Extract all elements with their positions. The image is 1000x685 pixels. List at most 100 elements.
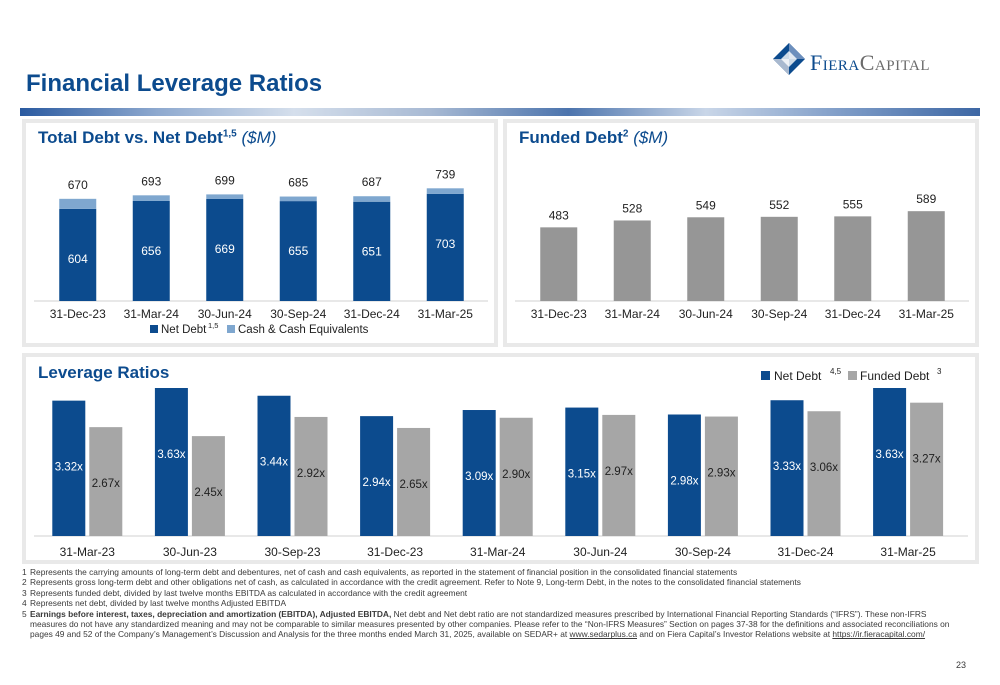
footnote-1: 1 Represents the carrying amounts of long… — [22, 567, 952, 577]
total-value-label: 693 — [141, 174, 161, 188]
footnote-number: 2 — [22, 577, 27, 588]
funded-debt-ratio-label: 2.97x — [605, 466, 633, 478]
total-value-label: 687 — [362, 175, 382, 189]
funded-debt-value-label: 483 — [549, 208, 569, 222]
net-debt-ratio-label: 3.63x — [157, 449, 185, 461]
footnote-text: Net debt and Net debt ratio are not stan… — [30, 608, 950, 640]
x-tick-label: 30-Jun-24 — [679, 307, 733, 321]
cash-bar — [132, 195, 170, 201]
funded-debt-ratio-bar — [910, 402, 944, 536]
funded-debt-ratio-label: 2.67x — [92, 478, 120, 490]
sedar-link[interactable]: www.sedarplus.ca — [569, 629, 638, 640]
funded-debt-title-unit: ($M) — [633, 128, 669, 147]
funded-debt-bar — [907, 211, 945, 301]
x-tick-label: 31-Dec-24 — [344, 307, 400, 321]
legend-label-net-debt-sup: 4,5 — [830, 367, 842, 376]
funded-debt-title: Funded Debt2 ($M) — [519, 128, 668, 148]
x-tick-label: 30-Jun-23 — [163, 545, 217, 559]
footnote-number: 5 — [22, 608, 27, 619]
net-debt-ratio-label: 3.15x — [568, 469, 596, 481]
funded-debt-ratio-bar — [499, 417, 533, 536]
leverage-chart: 3.32x 2.67x 31-Mar-23 3.63x 2.45x 30-Jun-23 3.… — [34, 367, 968, 559]
funded-debt-value-label: 549 — [696, 198, 716, 212]
x-tick-label: 30-Sep-24 — [270, 307, 326, 321]
funded-debt-ratio-label: 2.65x — [400, 479, 428, 491]
total-debt-title-sup: 1,5 — [222, 128, 237, 140]
legend-label-cash: Cash & Cash Equivalents — [238, 324, 369, 336]
net-debt-value-label: 703 — [435, 237, 455, 251]
x-tick-label: 31-Mar-25 — [880, 545, 936, 559]
legend-label-funded-debt-sup: 3 — [937, 367, 942, 376]
footnote-text: Represents net debt, divided by last twe… — [30, 598, 287, 609]
total-value-label: 670 — [68, 178, 88, 192]
funded-debt-ratio-label: 2.90x — [502, 469, 530, 481]
net-debt-ratio-bar — [873, 388, 907, 536]
funded-debt-ratio-label: 2.92x — [297, 468, 325, 480]
funded-debt-value-label: 589 — [916, 192, 936, 206]
x-tick-label: 31-Dec-24 — [777, 545, 833, 559]
funded-debt-bar — [760, 216, 798, 301]
investor-relations-link[interactable]: https://ir.fieracapital.com/ — [832, 629, 926, 640]
legend-swatch-cash — [227, 325, 235, 333]
net-debt-ratio-label: 3.44x — [260, 457, 288, 469]
cash-bar — [426, 188, 464, 194]
logo-text-main: Fiera — [810, 50, 860, 75]
total-value-label: 739 — [435, 167, 455, 181]
total-debt-title: Total Debt vs. Net Debt1,5 ($M) — [38, 128, 276, 148]
x-tick-label: 31-Mar-25 — [418, 307, 474, 321]
footnote-number: 3 — [22, 587, 27, 598]
funded-debt-ratio-bar — [602, 414, 636, 536]
legend-label-net-debt: Net Debt — [161, 324, 207, 336]
x-tick-label: 31-Dec-24 — [825, 307, 881, 321]
legend-swatch-net-debt — [150, 325, 158, 333]
net-debt-ratio-label: 3.32x — [55, 462, 83, 474]
legend-label-funded-debt: Funded Debt — [860, 369, 930, 383]
net-debt-value-label: 655 — [288, 244, 308, 258]
net-debt-ratio-bar — [360, 416, 394, 536]
legend-label-net-debt-sup: 1,5 — [208, 321, 218, 330]
net-debt-bar — [353, 201, 391, 301]
net-debt-bar — [132, 200, 170, 301]
footnotes: 1 Represents the carrying amounts of long… — [22, 567, 952, 640]
footnote-3: 3 Represents funded debt, divided by last… — [22, 588, 952, 598]
footnote-5: 5 Earnings before interest, taxes, deprec… — [22, 609, 952, 640]
funded-debt-bar — [540, 227, 578, 301]
funded-debt-ratio-label: 3.27x — [913, 454, 941, 466]
legend-swatch-net-debt — [761, 371, 770, 380]
legend-label-net-debt: Net Debt — [774, 369, 822, 383]
x-tick-label: 31-Mar-25 — [899, 307, 955, 321]
funded-debt-ratio-bar — [89, 427, 123, 536]
funded-debt-ratio-bar — [191, 436, 225, 536]
footnote-number: 1 — [22, 567, 27, 577]
footnote-bold-text: Earnings before interest, taxes, depreci… — [30, 608, 392, 619]
net-debt-bar — [59, 208, 97, 301]
funded-debt-bar — [687, 217, 725, 301]
net-debt-ratio-bar — [770, 400, 804, 536]
total-debt-chart: 604 670 31-Dec-23 656 693 31-Mar-24 669 699 30-J… — [34, 167, 488, 336]
x-tick-label: 31-Mar-24 — [124, 307, 180, 321]
logo-wordmark: FieraCapital — [810, 50, 930, 76]
net-debt-ratio-bar — [565, 407, 599, 536]
x-tick-label: 31-Dec-23 — [367, 545, 423, 559]
logo-text-secondary: Capital — [859, 50, 931, 75]
net-debt-ratio-bar — [52, 400, 86, 536]
total-debt-panel — [22, 119, 498, 347]
x-tick-label: 30-Sep-24 — [751, 307, 807, 321]
footnote-text-mid: and on Fiera Capital’s Investor Relation… — [637, 629, 833, 640]
footnote-text: Represents funded debt, divided by last … — [30, 587, 468, 598]
net-debt-value-label: 669 — [215, 242, 235, 256]
net-debt-ratio-label: 2.94x — [363, 477, 391, 489]
funded-debt-chart: 483 31-Dec-23 528 31-Mar-24 549 30-Jun-24 552 3… — [515, 192, 969, 321]
x-tick-label: 31-Mar-24 — [605, 307, 661, 321]
net-debt-bar — [426, 193, 464, 301]
x-tick-label: 30-Jun-24 — [198, 307, 252, 321]
x-tick-label: 31-Mar-24 — [470, 545, 526, 559]
net-debt-ratio-bar — [154, 388, 188, 536]
net-debt-ratio-label: 3.63x — [876, 449, 904, 461]
net-debt-value-label: 604 — [68, 252, 88, 266]
net-debt-value-label: 656 — [141, 244, 161, 258]
funded-debt-bar — [834, 216, 872, 301]
net-debt-ratio-label: 2.98x — [670, 476, 698, 488]
funded-debt-ratio-label: 2.93x — [707, 468, 735, 480]
legend-swatch-funded-debt — [848, 371, 857, 380]
